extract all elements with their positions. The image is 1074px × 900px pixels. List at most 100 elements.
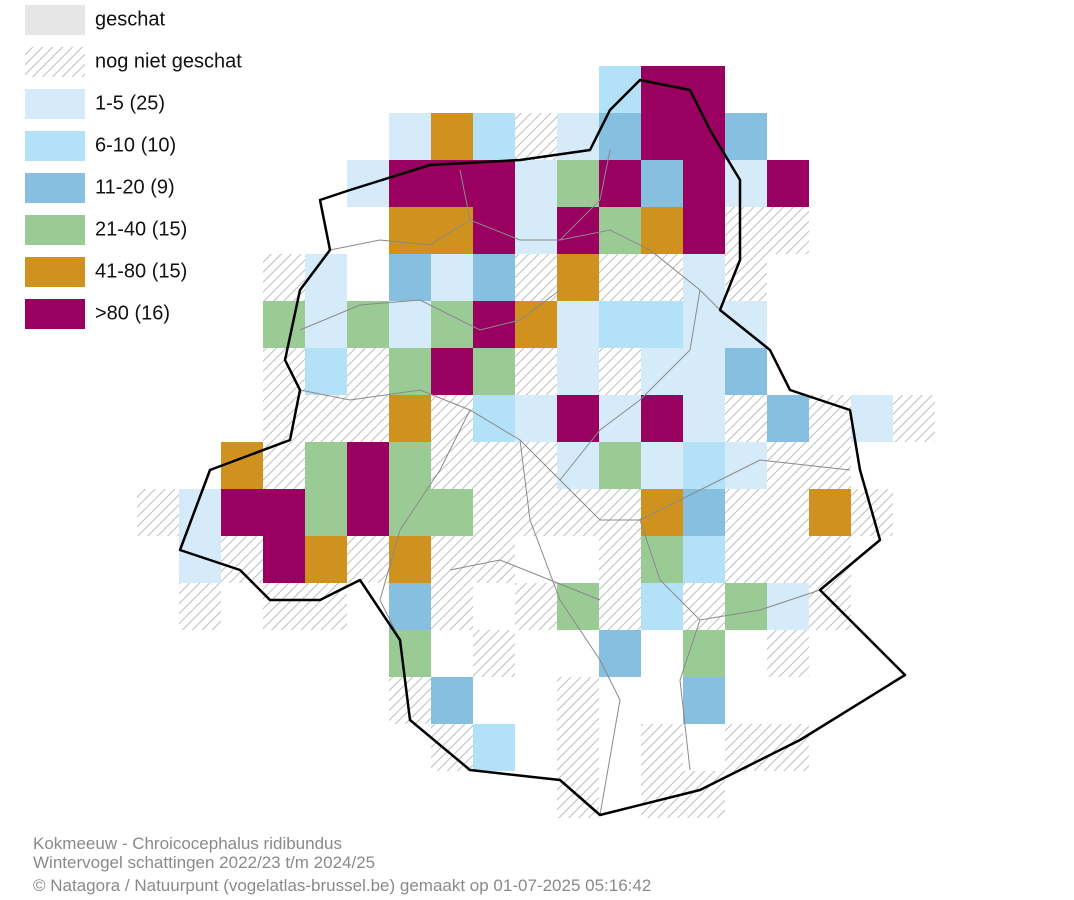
grid-cell bbox=[725, 207, 767, 254]
grid-cell bbox=[725, 113, 767, 160]
footer: Kokmeeuw - Chroicocephalus ridibundusWin… bbox=[33, 834, 651, 895]
legend-swatch bbox=[25, 89, 85, 119]
grid-cell bbox=[473, 113, 515, 160]
grid-cell bbox=[767, 395, 809, 442]
legend-swatch bbox=[25, 299, 85, 329]
grid-cell bbox=[515, 348, 557, 395]
grid-cell bbox=[725, 724, 767, 771]
grid-cell bbox=[473, 348, 515, 395]
grid-cell bbox=[389, 442, 431, 489]
legend-label: nog niet geschat bbox=[95, 50, 242, 72]
grid-cell bbox=[347, 442, 389, 489]
grid-cell bbox=[263, 583, 305, 630]
grid-cell bbox=[473, 724, 515, 771]
legend-swatch bbox=[25, 215, 85, 245]
grid-cell bbox=[389, 348, 431, 395]
grid-cell bbox=[557, 207, 599, 254]
grid-cell bbox=[641, 301, 683, 348]
grid-cell bbox=[557, 442, 599, 489]
grid-cell bbox=[767, 207, 809, 254]
grid-cell bbox=[389, 536, 431, 583]
grid-cell bbox=[599, 254, 641, 301]
grid-cell bbox=[683, 160, 725, 207]
grid-cell bbox=[515, 254, 557, 301]
grid-cell bbox=[683, 442, 725, 489]
grid-cell bbox=[389, 630, 431, 677]
grid-cell bbox=[305, 442, 347, 489]
legend-label: 41-80 (15) bbox=[95, 260, 187, 282]
grid-cell bbox=[389, 489, 431, 536]
grid-cell bbox=[599, 301, 641, 348]
legend-swatch bbox=[25, 47, 85, 77]
grid-cell bbox=[305, 301, 347, 348]
grid-cell bbox=[641, 771, 683, 818]
grid-cell bbox=[893, 395, 935, 442]
grid-cell bbox=[641, 442, 683, 489]
grid-cell bbox=[431, 536, 473, 583]
grid-cell bbox=[767, 536, 809, 583]
grid-cell bbox=[641, 254, 683, 301]
legend-label: 6-10 (10) bbox=[95, 134, 176, 156]
grid-cell bbox=[347, 348, 389, 395]
grid-cell bbox=[725, 583, 767, 630]
grid-cell bbox=[431, 583, 473, 630]
grid-cell bbox=[599, 160, 641, 207]
grid-cell bbox=[767, 724, 809, 771]
grid-cell bbox=[725, 348, 767, 395]
grid-cell bbox=[557, 160, 599, 207]
grid-cell bbox=[515, 207, 557, 254]
grid-cell bbox=[431, 207, 473, 254]
footer-line: Wintervogel schattingen 2022/23 t/m 2024… bbox=[33, 853, 375, 872]
grid-cell bbox=[599, 113, 641, 160]
grid-cell bbox=[641, 207, 683, 254]
grid-cell bbox=[515, 395, 557, 442]
grid-cell bbox=[599, 395, 641, 442]
grid-cell bbox=[431, 254, 473, 301]
grid-cell bbox=[179, 536, 221, 583]
grid-cell bbox=[473, 160, 515, 207]
grid-cell bbox=[389, 301, 431, 348]
grid-cell bbox=[263, 301, 305, 348]
footer-line: Kokmeeuw - Chroicocephalus ridibundus bbox=[33, 834, 342, 853]
grid-cell bbox=[725, 442, 767, 489]
legend-swatch bbox=[25, 131, 85, 161]
grid-cell bbox=[431, 677, 473, 724]
grid-cell bbox=[431, 395, 473, 442]
grid-cell bbox=[725, 301, 767, 348]
grid-cell bbox=[431, 160, 473, 207]
grid-cell bbox=[431, 348, 473, 395]
grid-cell bbox=[557, 583, 599, 630]
grid-cell bbox=[599, 442, 641, 489]
legend-swatch bbox=[25, 173, 85, 203]
grid-cell bbox=[347, 395, 389, 442]
municipality-borders bbox=[299, 149, 851, 816]
grid-cell bbox=[305, 254, 347, 301]
grid-cell bbox=[347, 301, 389, 348]
grid-cell bbox=[557, 348, 599, 395]
grid-cell bbox=[557, 395, 599, 442]
grid-cell bbox=[641, 583, 683, 630]
grid-cell bbox=[263, 442, 305, 489]
grid-cell bbox=[809, 583, 851, 630]
grid-cell bbox=[389, 395, 431, 442]
grid-cell bbox=[683, 254, 725, 301]
grid-cell bbox=[431, 113, 473, 160]
grid-cell bbox=[641, 348, 683, 395]
grid-cell bbox=[641, 395, 683, 442]
grid-cell bbox=[221, 442, 263, 489]
grid-cell bbox=[557, 724, 599, 771]
grid-cell bbox=[473, 301, 515, 348]
grid-cell bbox=[473, 395, 515, 442]
legend-label: 1-5 (25) bbox=[95, 92, 165, 114]
grid-cell bbox=[431, 442, 473, 489]
grid-cell bbox=[683, 113, 725, 160]
grid-cell bbox=[473, 254, 515, 301]
legend-label: geschat bbox=[95, 8, 165, 30]
grid-cell bbox=[641, 66, 683, 113]
grid-cell bbox=[515, 113, 557, 160]
grid-cell bbox=[725, 536, 767, 583]
grid-cell bbox=[389, 113, 431, 160]
grid-cell bbox=[221, 489, 263, 536]
grid-cell bbox=[725, 395, 767, 442]
